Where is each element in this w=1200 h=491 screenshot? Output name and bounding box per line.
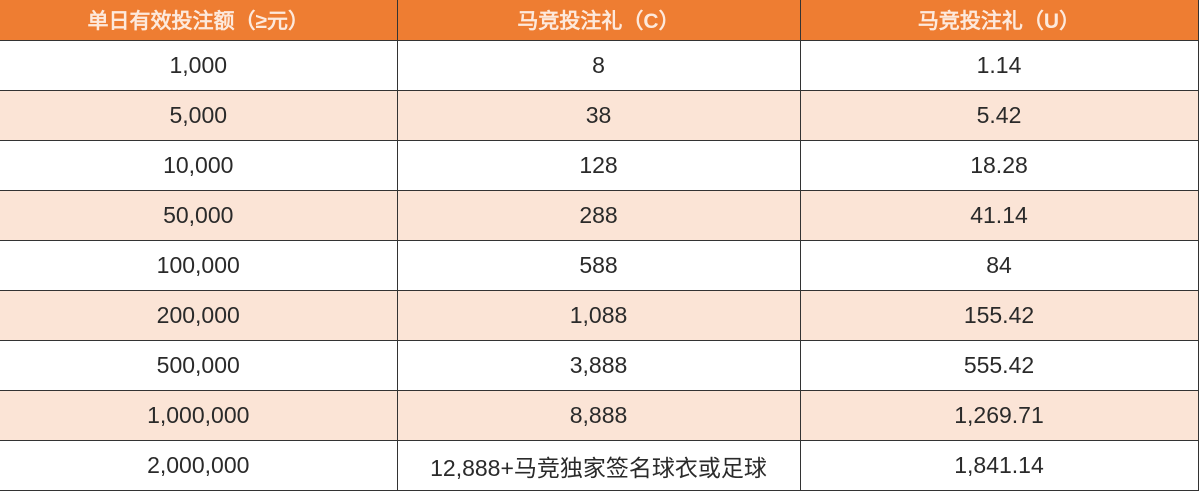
table-row: 50,000 288 41.14 xyxy=(0,190,1199,241)
cell-reward-c: 3,888 xyxy=(397,340,801,391)
cell-reward-c: 588 xyxy=(397,240,801,291)
table-row: 1,000 8 1.14 xyxy=(0,40,1199,91)
cell-reward-c: 1,088 xyxy=(397,290,801,341)
cell-reward-u: 1.14 xyxy=(800,40,1199,91)
header-row: 单日有效投注额（≥元） 马竞投注礼（C） 马竞投注礼（U） xyxy=(0,0,1199,41)
cell-daily-bet: 200,000 xyxy=(0,290,398,341)
cell-daily-bet: 1,000,000 xyxy=(0,390,398,441)
cell-daily-bet: 1,000 xyxy=(0,40,398,91)
cell-daily-bet: 50,000 xyxy=(0,190,398,241)
table-row: 200,000 1,088 155.42 xyxy=(0,290,1199,341)
cell-reward-u: 41.14 xyxy=(800,190,1199,241)
header-reward-c: 马竞投注礼（C） xyxy=(397,0,801,41)
cell-reward-c: 8 xyxy=(397,40,801,91)
cell-reward-u: 18.28 xyxy=(800,140,1199,191)
cell-daily-bet: 500,000 xyxy=(0,340,398,391)
cell-daily-bet: 5,000 xyxy=(0,90,398,141)
header-daily-bet: 单日有效投注额（≥元） xyxy=(0,0,398,41)
table-row: 100,000 588 84 xyxy=(0,240,1199,291)
cell-reward-c: 12,888+马竞独家签名球衣或足球 xyxy=(397,440,801,491)
cell-reward-c: 8,888 xyxy=(397,390,801,441)
cell-daily-bet: 2,000,000 xyxy=(0,440,398,491)
table-row: 1,000,000 8,888 1,269.71 xyxy=(0,390,1199,441)
cell-reward-u: 1,269.71 xyxy=(800,390,1199,441)
cell-reward-u: 84 xyxy=(800,240,1199,291)
table-row: 10,000 128 18.28 xyxy=(0,140,1199,191)
cell-reward-c: 38 xyxy=(397,90,801,141)
table-row: 5,000 38 5.42 xyxy=(0,90,1199,141)
table-row: 500,000 3,888 555.42 xyxy=(0,340,1199,391)
table-row: 2,000,000 12,888+马竞独家签名球衣或足球 1,841.14 xyxy=(0,440,1199,491)
cell-daily-bet: 10,000 xyxy=(0,140,398,191)
cell-reward-u: 555.42 xyxy=(800,340,1199,391)
cell-reward-u: 1,841.14 xyxy=(800,440,1199,491)
cell-reward-u: 5.42 xyxy=(800,90,1199,141)
cell-reward-c: 288 xyxy=(397,190,801,241)
header-reward-u: 马竞投注礼（U） xyxy=(800,0,1199,41)
cell-reward-c: 128 xyxy=(397,140,801,191)
cell-daily-bet: 100,000 xyxy=(0,240,398,291)
cell-reward-u: 155.42 xyxy=(800,290,1199,341)
